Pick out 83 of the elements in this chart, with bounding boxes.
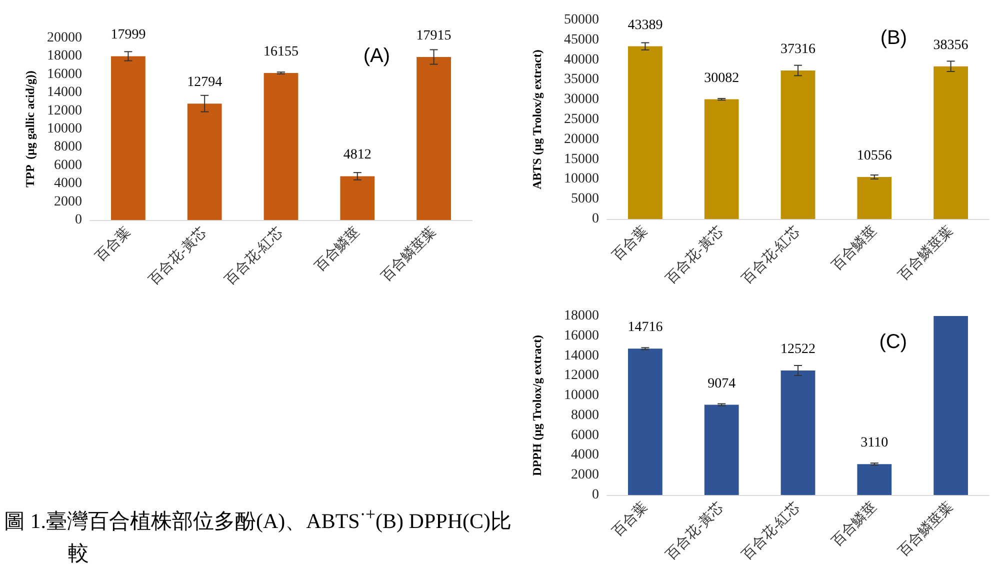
y-tick-label: 10000 [564,172,599,187]
data-label: 10556 [856,148,892,164]
data-label: 37316 [780,42,816,57]
x-tick-label: 百合鱗莖 [312,224,363,275]
y-tick-label: 20000 [47,30,82,46]
bar [628,348,662,495]
y-tick-label: 45000 [564,32,599,48]
y-tick-label: 20000 [564,132,599,147]
bar [340,176,375,220]
bar [934,316,968,495]
y-tick-label: 30000 [564,92,599,108]
y-tick-label: 0 [592,488,599,502]
data-label: 9074 [708,376,736,392]
y-tick-label: 4000 [54,176,82,192]
data-label: 12522 [780,342,816,357]
y-tick-label: 0 [75,212,82,228]
y-tick-label: 18000 [564,308,599,324]
bar [264,72,298,220]
y-axis-title: DPPH (μg Trolox/g extract) [530,334,544,476]
y-tick-label: 0 [592,212,599,226]
bar [934,66,968,219]
y-tick-label: 35000 [564,72,599,88]
bar [416,56,451,220]
data-label: 4812 [343,148,372,163]
data-label: 3110 [860,436,888,451]
data-label: 17999 [110,28,146,43]
y-tick-label: 12000 [564,368,599,384]
y-tick-label: 2000 [571,468,599,483]
bar [704,404,739,495]
data-label: 16155 [264,44,298,60]
x-tick-label: 百合葉 [609,498,651,540]
x-tick-label: 百合鱗莖葉 [378,224,440,285]
y-tick-label: 6000 [571,428,599,443]
x-tick-label: 百合鱗莖葉 [895,498,956,560]
x-tick-label: 百合葉 [609,222,651,264]
y-tick-label: 5000 [571,192,599,207]
y-axis-title: ABTS (μg Trolox/g extract) [530,50,544,190]
text: 圖 1.臺灣百合植株部位多酚(A)、ABTS$^{·+}$(B) DPPH(C)比較 [4,504,512,565]
y-tick-label: 6000 [54,158,82,173]
y-tick-label: 10000 [47,122,82,136]
y-tick-label: 14000 [564,348,599,364]
x-tick-label: 百合鱗莖 [828,498,880,550]
bar [187,104,222,220]
data-label: 17915 [416,28,452,44]
data-label: 14716 [628,320,663,336]
y-tick-label: 2000 [54,194,82,210]
y-tick-label: 8000 [54,140,82,155]
y-tick-label: 10000 [564,388,599,404]
bar [780,70,816,219]
data-label: 38356 [933,38,968,53]
y-tick-label: 15000 [564,152,599,167]
y-tick-label: 18000 [47,48,82,64]
x-tick-label: 百合花-紅芯 [739,222,804,288]
x-tick-label: 百合鱗莖 [828,222,880,274]
annotation: (C) [879,331,907,353]
annotation: (B) [880,27,908,49]
y-tick-label: 25000 [564,112,599,127]
x-tick-label: 百合葉 [92,224,134,265]
bar [628,46,662,219]
y-tick-label: 16000 [564,328,599,344]
data-label: 30082 [704,70,740,86]
data-label: 43389 [628,18,663,33]
bar [857,464,892,495]
y-tick-label: 8000 [571,408,599,423]
y-axis-title: TPP (μg gallic acid/g)) [23,70,38,188]
y-tick-label: 16000 [47,66,82,82]
y-tick-label: 50000 [564,12,599,28]
y-tick-label: 14000 [47,85,82,100]
y-tick-label: 4000 [571,448,599,463]
x-tick-label: 百合花-黃芯 [662,498,727,564]
x-tick-label: 百合花-黃芯 [146,224,210,288]
data-label: 12794 [187,75,222,90]
x-tick-label: 百合花-紅芯 [739,498,804,564]
bar [704,99,739,219]
bar [111,56,146,220]
bar [780,370,816,495]
y-tick-label: 12000 [47,103,82,118]
annotation: (A) [363,45,390,67]
y-tick-label: 40000 [564,52,599,68]
bar [857,176,892,219]
x-tick-label: 百合花-黃芯 [662,222,727,288]
x-tick-label: 百合鱗莖葉 [895,222,956,284]
x-tick-label: 百合花-紅芯 [222,224,286,288]
